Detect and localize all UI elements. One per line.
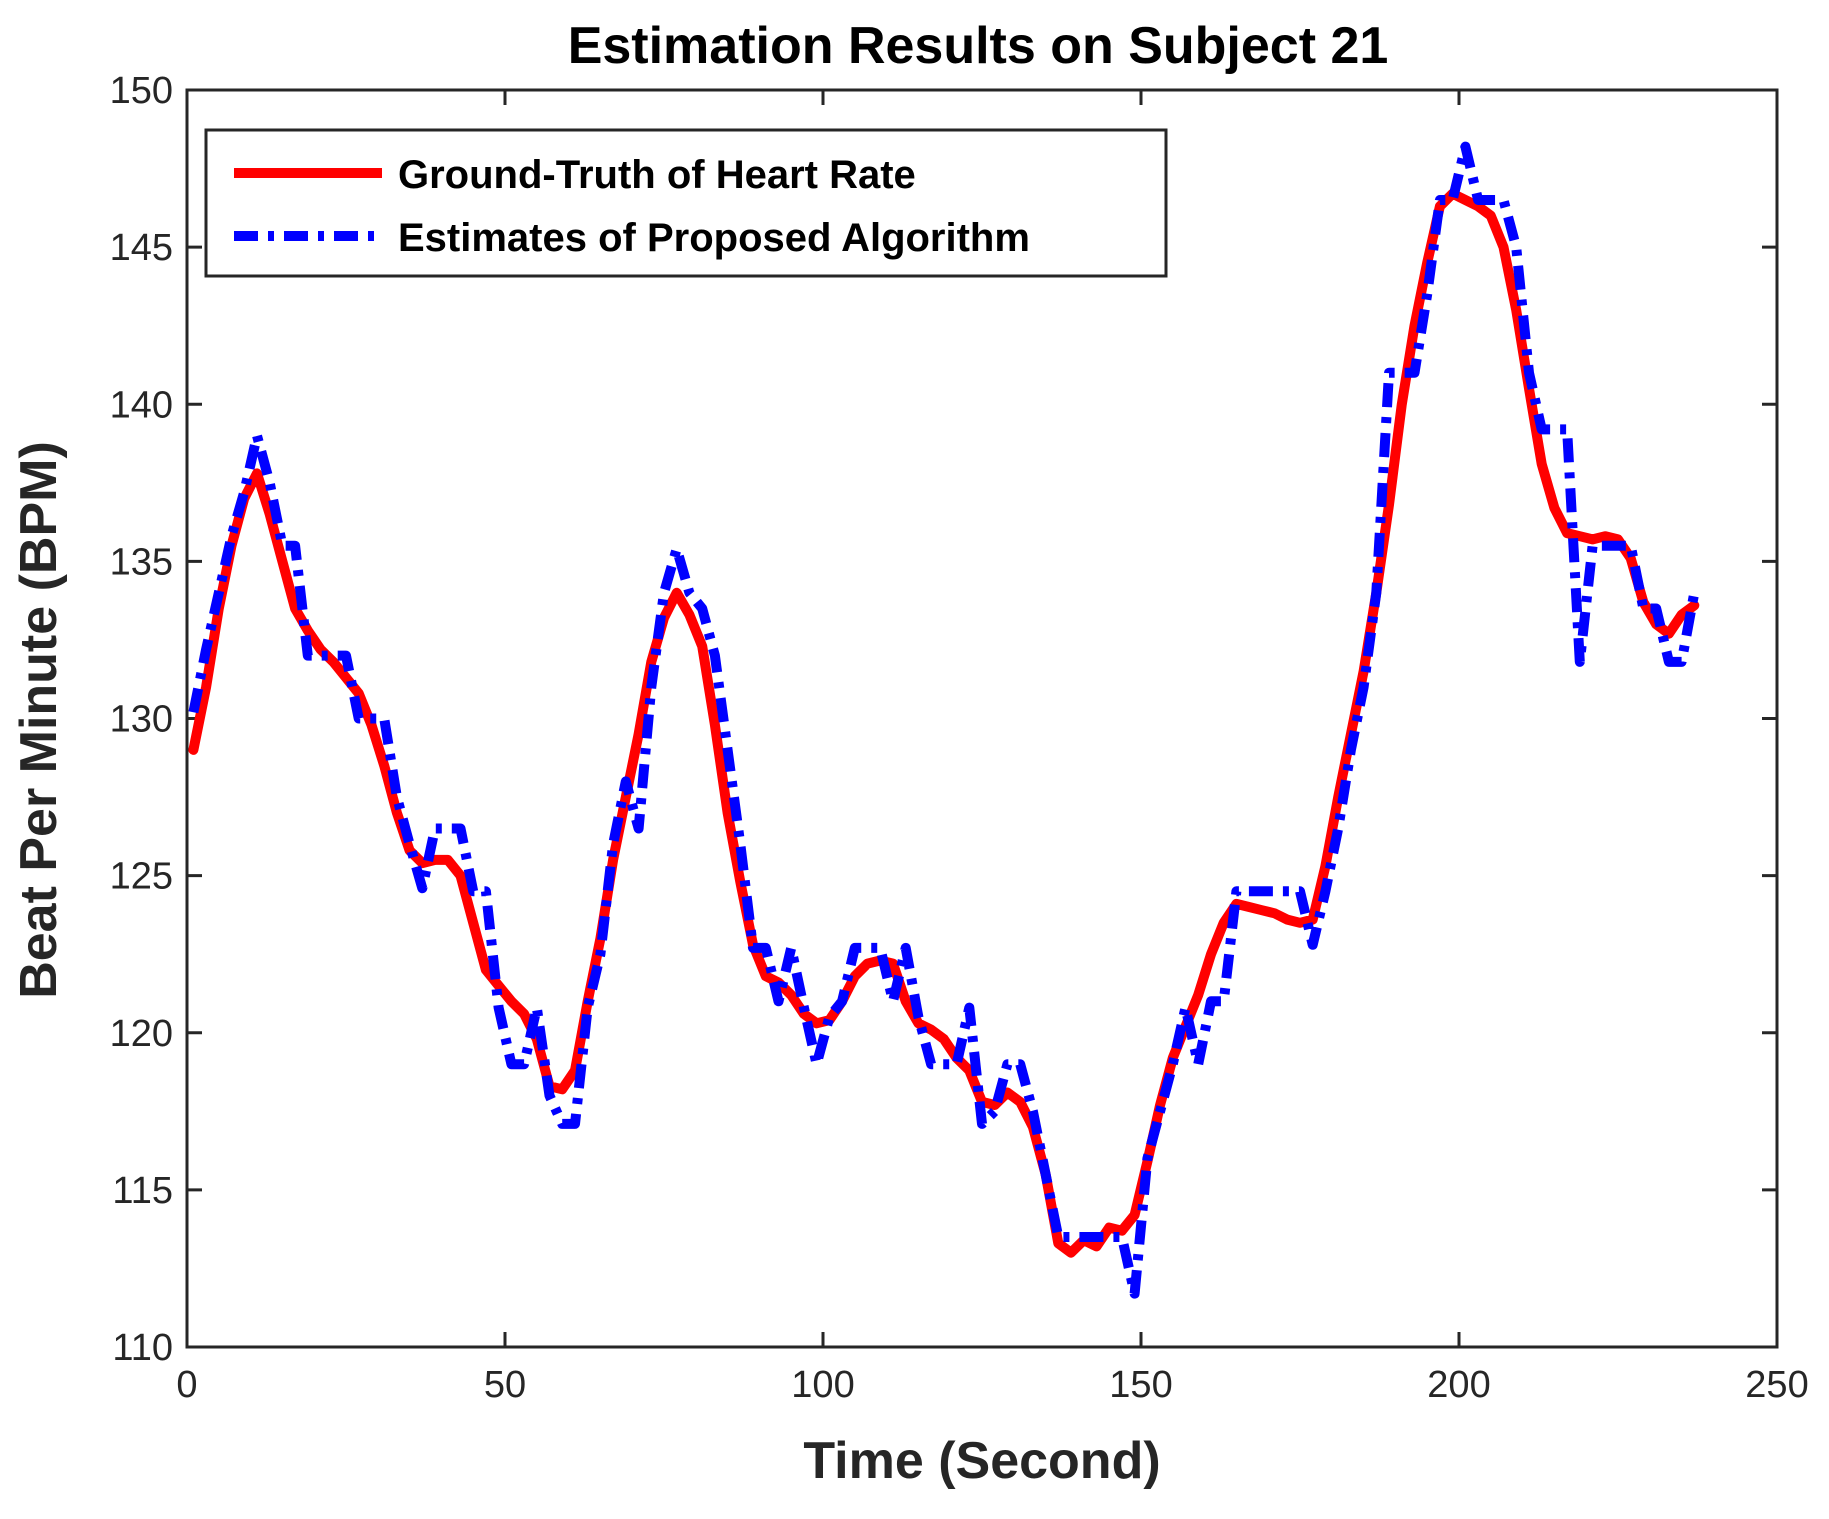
y-tick-label: 110 bbox=[112, 1327, 173, 1369]
x-tick-label: 100 bbox=[791, 1364, 854, 1406]
y-tick-label: 145 bbox=[110, 227, 173, 269]
legend-label-estimates: Estimates of Proposed Algorithm bbox=[398, 216, 1030, 260]
y-tick-label: 140 bbox=[110, 384, 173, 426]
y-tick-label: 120 bbox=[110, 1013, 173, 1055]
x-tick-label: 50 bbox=[484, 1364, 526, 1406]
y-axis-label: Beat Per Minute (BPM) bbox=[10, 441, 68, 999]
series-line-estimates bbox=[188, 141, 1700, 1299]
y-tick-label: 130 bbox=[110, 699, 173, 741]
x-tick-label: 200 bbox=[1427, 1364, 1490, 1406]
chart-title: Estimation Results on Subject 21 bbox=[568, 17, 1389, 75]
axis-ticks: 0 50 100 150 200 250 110 115 120 125 130 135 140 145 1… bbox=[110, 70, 1809, 1406]
legend-box bbox=[204, 128, 1168, 278]
series-layer bbox=[188, 141, 1700, 1299]
y-tick-label: 135 bbox=[110, 541, 173, 583]
y-tick-label: 125 bbox=[110, 856, 173, 898]
legend: Ground-Truth of Heart Rate Estimates of … bbox=[204, 128, 1168, 278]
x-tick-label: 0 bbox=[176, 1364, 197, 1406]
x-tick-label: 250 bbox=[1745, 1364, 1808, 1406]
legend-label-ground-truth: Ground-Truth of Heart Rate bbox=[398, 153, 916, 197]
y-tick-label: 150 bbox=[110, 70, 173, 112]
y-tick-label: 115 bbox=[112, 1170, 173, 1212]
x-tick-label: 150 bbox=[1109, 1364, 1172, 1406]
x-axis-label: Time (Second) bbox=[803, 1432, 1160, 1490]
